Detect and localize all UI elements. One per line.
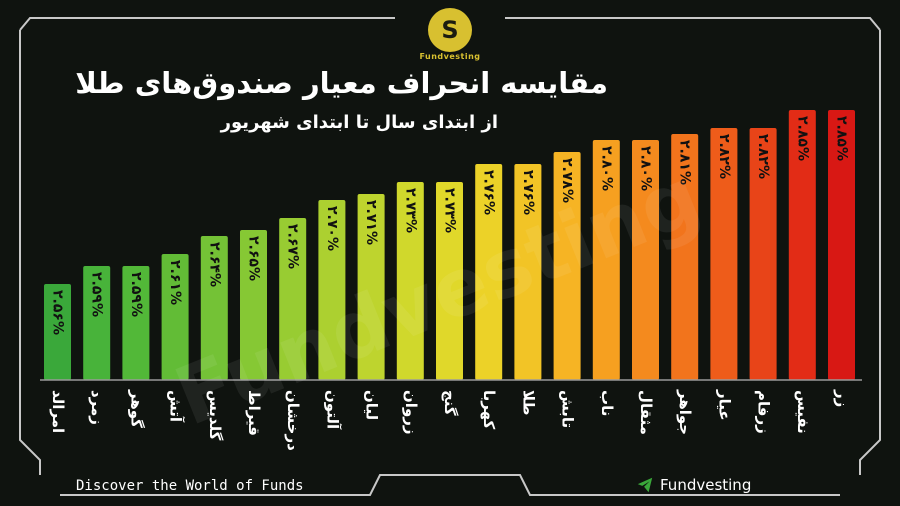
data-label: ۲.۷۰% <box>324 206 340 251</box>
data-label: ۲.۵۹% <box>128 272 144 317</box>
tick-label: تابش <box>559 390 577 428</box>
bar <box>671 134 699 380</box>
bar <box>240 230 267 380</box>
bar <box>749 128 777 380</box>
data-label: ۲.۸۰% <box>638 146 654 191</box>
bar <box>632 140 659 380</box>
tick-label: مثقال <box>637 390 655 435</box>
brand-logo-text: Fundvesting <box>419 52 481 61</box>
tick-label: لیان <box>363 390 381 420</box>
bar <box>396 182 424 380</box>
bar <box>318 200 346 380</box>
tick-label: نفیس <box>794 390 812 434</box>
tick-label: طلا <box>519 390 537 416</box>
bar <box>788 110 816 380</box>
data-label: ۲.۵۶% <box>50 290 66 335</box>
bar <box>161 254 189 380</box>
tick-label: گنج <box>441 390 459 416</box>
tick-label: جواهر <box>676 389 694 435</box>
frame-line <box>19 30 41 475</box>
footer-tagline: Discover the World of Funds <box>76 478 304 494</box>
brand-logo-icon: S <box>428 8 472 52</box>
bar <box>357 194 385 380</box>
tick-label: گلدیس <box>206 390 224 441</box>
tick-label: زروان <box>402 390 420 435</box>
tick-label: زرفام <box>755 390 773 434</box>
chart-title: مقایسه انحراف معیار صندوق‌های طلا <box>75 66 608 100</box>
frame-line <box>19 17 395 31</box>
data-label: ۲.۶۵% <box>246 236 262 281</box>
data-label: ۲.۸۰% <box>598 146 614 191</box>
data-label: ۲.۵۹% <box>89 272 105 317</box>
telegram-icon <box>637 477 653 493</box>
tick-label: کهربا <box>480 390 498 429</box>
bar <box>592 140 620 380</box>
data-label: ۲.۸۲% <box>755 134 771 179</box>
bar <box>710 128 738 380</box>
tick-label: آلتون <box>323 390 341 430</box>
bar <box>83 266 111 380</box>
data-label: ۲.۶۷% <box>285 224 301 269</box>
tick-label: ناب <box>598 390 616 416</box>
bar <box>200 236 228 380</box>
frame-line <box>60 474 840 496</box>
data-label: ۲.۷۸% <box>559 158 575 203</box>
footer-brand: Fundvesting <box>636 476 751 494</box>
data-label: ۲.۶۴% <box>206 242 222 287</box>
data-label: ۲.۸۲% <box>716 134 732 179</box>
data-label: ۲.۷۶% <box>481 170 497 215</box>
data-label: ۲.۷۳% <box>442 188 458 233</box>
tick-label: زر <box>833 389 851 407</box>
tick-label: قیراط <box>245 390 263 436</box>
bar <box>553 152 581 380</box>
bar <box>514 164 542 380</box>
bar <box>828 110 855 380</box>
data-label: ۲.۷۳% <box>402 188 418 233</box>
tick-label: امرالد <box>49 390 67 433</box>
data-label: ۲.۷۶% <box>520 170 536 215</box>
data-label: ۲.۸۵% <box>834 116 850 161</box>
bar <box>475 164 503 380</box>
category-labels: امرالد زمرد گوهر آتش گلدیس قیراط درخشان آلتون لی… <box>49 389 851 451</box>
frame <box>19 17 881 496</box>
bar <box>436 182 463 380</box>
data-label: ۲.۶۱% <box>167 260 183 305</box>
bar <box>44 284 71 380</box>
bar <box>279 218 307 380</box>
frame-line <box>859 30 881 475</box>
tick-label: گوهر <box>127 389 145 428</box>
bar <box>122 266 150 380</box>
data-label: ۲.۸۵% <box>794 116 810 161</box>
tick-label: درخشان <box>284 390 302 451</box>
frame-line <box>505 17 881 31</box>
data-label: ۲.۸۱% <box>677 140 693 185</box>
tick-label: آتش <box>167 390 185 423</box>
data-label: ۲.۷۱% <box>363 200 379 245</box>
bar-series: ۲.۵۶% ۲.۵۹% ۲.۵۹% ۲.۶۱% ۲.۶۴% ۲.۶۵% ۲.۶۷% ۲.۷۰%… <box>44 110 855 380</box>
chart-subtitle: از ابتدای سال تا ابتدای شهریور <box>220 112 498 133</box>
footer-brand-label: Fundvesting <box>660 476 752 494</box>
tick-label: زمرد <box>88 390 106 425</box>
tick-label: عیار <box>715 389 733 421</box>
